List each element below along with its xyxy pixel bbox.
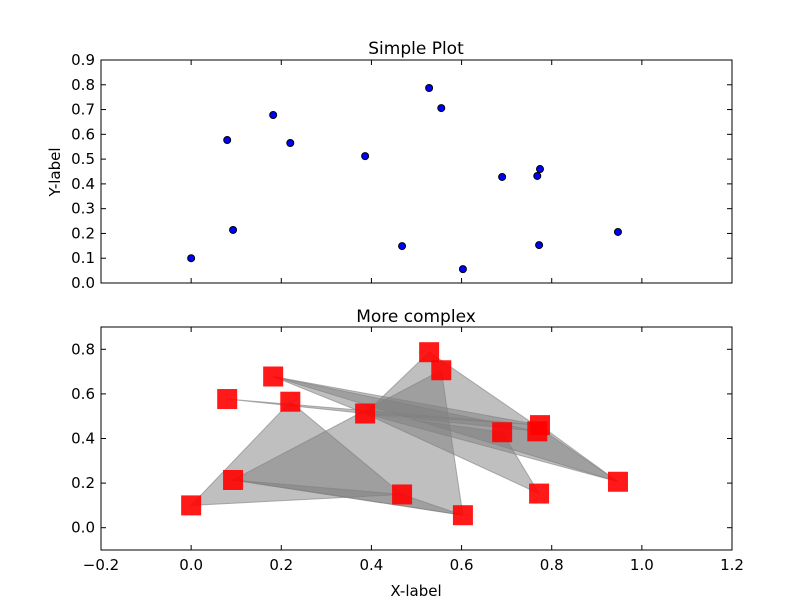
top-title: Simple Plot [368, 39, 464, 59]
y-tick-label: 0.2 [71, 224, 95, 242]
square-marker [181, 495, 202, 516]
square-marker [492, 422, 513, 443]
square-marker [452, 505, 473, 526]
data-point [437, 104, 446, 113]
x-tick-label: 1.2 [720, 556, 744, 574]
y-tick-label: 0.4 [71, 430, 95, 448]
y-tick-label: 0.8 [71, 76, 95, 94]
square-marker [355, 403, 376, 424]
triangle-patch [272, 376, 538, 432]
y-tick-label: 0.0 [71, 274, 95, 292]
data-point [498, 172, 507, 181]
x-tick-label: −0.2 [83, 556, 119, 574]
square-marker [280, 391, 301, 412]
y-tick-label: 0.6 [71, 125, 95, 143]
y-tick-label: 0.4 [71, 175, 95, 193]
square-marker [419, 342, 440, 363]
data-point [425, 83, 434, 92]
top-ylabel: Y-label [46, 147, 64, 197]
bottom-axes: −0.2 0.0 0.2 0.4 0.6 0.8 1.0 1.2 0.0 0.2 0.4 0.6 0.8 [71, 326, 744, 574]
y-tick-label: 0.8 [71, 340, 95, 358]
y-tick-label: 0.6 [71, 385, 95, 403]
square-marker [607, 471, 628, 492]
data-point [458, 265, 467, 274]
top-axes: 0.0 0.1 0.2 0.3 0.4 0.5 0.6 0.7 0.8 0.9 [71, 51, 733, 292]
bottom-title: More complex [356, 307, 476, 327]
data-point [533, 171, 542, 180]
y-tick-label: 0.0 [71, 519, 95, 537]
bottom-xlabel: X-label [390, 582, 441, 600]
square-marker [529, 415, 550, 436]
triangle-patch [232, 479, 464, 516]
square-marker [217, 389, 238, 410]
data-point [398, 242, 407, 251]
x-tick-label: 0.0 [179, 556, 203, 574]
square-marker [529, 483, 550, 504]
data-point [229, 225, 238, 234]
y-tick-label: 0.3 [71, 200, 95, 218]
data-point [187, 254, 196, 263]
x-tick-label: 0.2 [269, 556, 293, 574]
y-tick-label: 0.1 [71, 249, 95, 267]
square-marker [263, 366, 284, 387]
y-tick-label: 0.5 [71, 150, 95, 168]
data-point [286, 139, 295, 148]
data-point [613, 227, 622, 236]
x-tick-label: 0.8 [540, 556, 564, 574]
axes-frame [100, 59, 733, 284]
data-point [223, 136, 232, 145]
data-point [535, 241, 544, 250]
x-tick-label: 1.0 [630, 556, 654, 574]
x-tick-label: 0.4 [359, 556, 383, 574]
data-point [361, 152, 370, 161]
square-marker [431, 360, 452, 381]
x-tick-label: 0.6 [450, 556, 474, 574]
y-tick-label: 0.7 [71, 101, 95, 119]
square-marker [392, 484, 413, 505]
data-point [535, 165, 544, 174]
square-marker [223, 469, 244, 490]
y-tick-label: 0.2 [71, 474, 95, 492]
data-point [269, 111, 278, 120]
y-tick-label: 0.9 [71, 51, 95, 69]
